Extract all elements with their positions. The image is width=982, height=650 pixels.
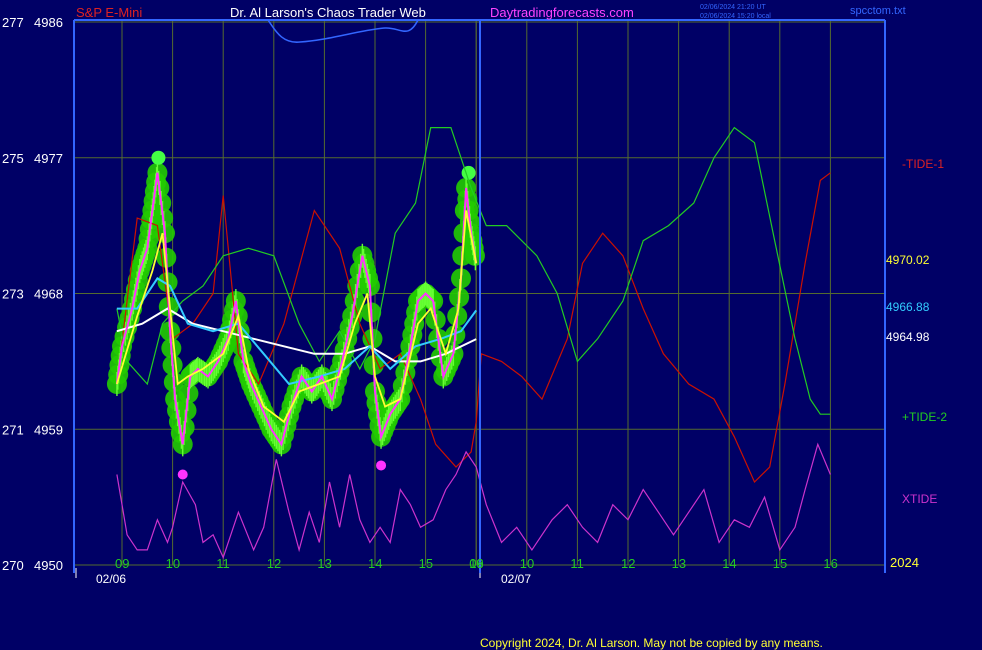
y-tick-label-right: 4977 (34, 151, 63, 166)
x-tick-label: 14 (368, 556, 382, 571)
ma-slow-value: 4964.98 (886, 330, 930, 344)
x-tick-label: 11 (570, 556, 584, 571)
turn-marker (376, 460, 387, 471)
x-tick-label: 13 (672, 556, 686, 571)
x-tick-label: 09 (469, 556, 483, 571)
timestamp-local: 02/06/2024 15:20 local (700, 13, 771, 20)
tide2-label: +TIDE-2 (902, 410, 947, 424)
y-tick-label-right: 4986 (34, 15, 63, 30)
y-tick-label-right: 4968 (34, 287, 63, 302)
x-tick-label: 12 (621, 556, 635, 571)
series-layer (115, 126, 831, 560)
ma-mid-line (116, 277, 478, 386)
date-label-day2: 02/07 (501, 572, 531, 586)
site-link[interactable]: Daytradingforecasts.com (490, 5, 634, 20)
y-tick-label-left: 270 (2, 558, 24, 573)
x-tick-label: 10 (166, 556, 180, 571)
year-label: 2024 (890, 555, 919, 570)
x-tick-label: 10 (520, 556, 534, 571)
offscale-trace (267, 19, 419, 43)
y-tick-label-right: 4959 (34, 422, 63, 437)
price-band-dot (461, 165, 476, 180)
symbol-label: S&P E-Mini (76, 5, 142, 20)
copyright-notice: Copyright 2024, Dr. Al Larson. May not b… (480, 636, 823, 650)
y-tick-label-left: 271 (2, 422, 24, 437)
x-tick-label: 12 (267, 556, 281, 571)
timestamp-utc: 02/06/2024 21:20 UT (700, 4, 766, 11)
ma-fast-line (116, 210, 478, 424)
x-tick-label: 09 (115, 556, 129, 571)
y-tick-label-left: 277 (2, 15, 24, 30)
tide1-label: -TIDE-1 (902, 157, 944, 171)
x-tick-label: 14 (722, 556, 736, 571)
price-band-dot (151, 150, 166, 165)
tide1-line (116, 172, 831, 484)
x-tick-label: 13 (317, 556, 331, 571)
x-tick-label: 15 (419, 556, 433, 571)
marker-layer (177, 460, 387, 480)
x-tick-label: 16 (469, 556, 483, 571)
x-tick-label: 16 (823, 556, 837, 571)
y-tick-label-left: 275 (2, 151, 24, 166)
xtide-label: XTIDE (902, 492, 937, 506)
turn-marker (177, 469, 188, 480)
ma-slow-line (116, 307, 477, 363)
tide2-line (116, 126, 831, 415)
y-axis-labels: 277 4986 275 4977 273 4968 271 4959 270 4950 (2, 15, 63, 573)
chart-title: Dr. Al Larson's Chaos Trader Web (230, 5, 426, 20)
date-label-day1: 02/06 (96, 572, 126, 586)
ma-fast-value: 4970.02 (886, 253, 930, 267)
x-tick-label: 15 (773, 556, 787, 571)
data-file-tag: spcctom.txt (850, 5, 906, 17)
ma-mid-value: 4966.88 (886, 300, 930, 314)
xtide-line (116, 442, 831, 560)
x-tick-label: 11 (216, 556, 230, 571)
y-tick-label-left: 273 (2, 287, 24, 302)
y-tick-label-right: 4950 (34, 558, 63, 573)
